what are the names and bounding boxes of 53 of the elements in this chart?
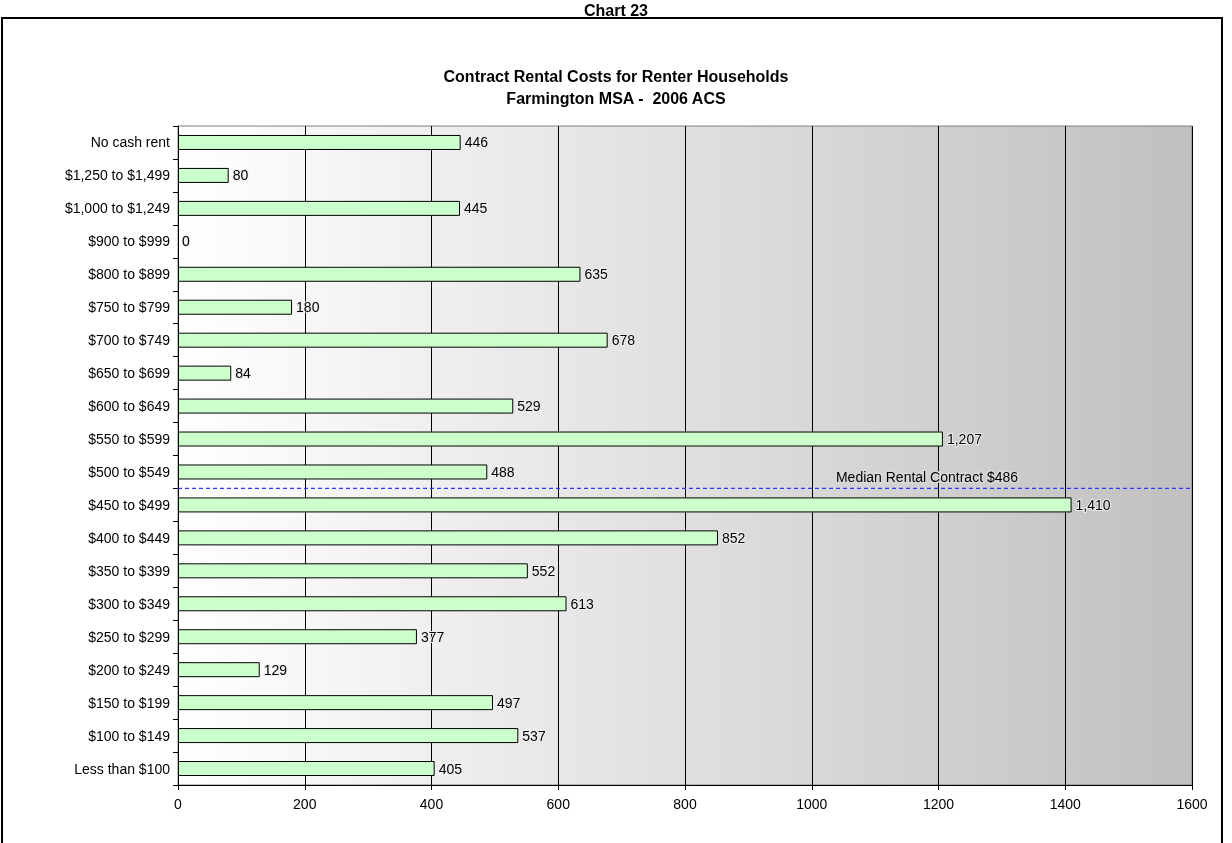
y-tick-label: $700 to $749 [88, 332, 171, 349]
data-label: 1,410 [1075, 496, 1111, 513]
data-label: 678 [611, 332, 636, 349]
x-tick-label: 200 [293, 796, 317, 812]
bar [178, 299, 293, 315]
data-label: 1,207 [946, 431, 983, 448]
y-tick-label: $750 to $799 [88, 299, 171, 316]
y-tick-label: $400 to $449 [88, 529, 171, 546]
y-tick-label: $200 to $249 [88, 661, 171, 678]
y-tick-label: $350 to $399 [88, 562, 171, 579]
data-label: 537 [522, 727, 546, 744]
data-label: 445 [464, 200, 488, 217]
y-tick-label: $100 to $149 [88, 727, 171, 744]
y-tick-label: $250 to $299 [88, 628, 171, 645]
bar [178, 662, 260, 678]
data-label: 613 [570, 595, 595, 612]
x-tick-label: 600 [546, 796, 571, 812]
x-tick-label: 400 [419, 796, 444, 812]
data-label: 0 [182, 233, 190, 250]
y-tick-label: No cash rent [90, 134, 171, 151]
y-tick-label: $500 to $549 [88, 463, 171, 480]
y-tick-label: Less than $100 [74, 760, 171, 777]
x-tick-label: 1000 [796, 796, 828, 812]
y-tick-label: $650 to $699 [88, 365, 171, 382]
data-label: 84 [235, 365, 252, 382]
x-tick-label: 0 [174, 796, 183, 812]
y-tick-label: $450 to $499 [88, 496, 171, 513]
data-label: 405 [438, 760, 463, 777]
data-label: 446 [464, 134, 489, 151]
data-label: 852 [721, 529, 746, 546]
bar [178, 365, 232, 381]
x-tick-label: 1600 [1176, 796, 1208, 812]
y-tick-label: $900 to $999 [88, 233, 171, 250]
y-tick-label: $1,250 to $1,499 [64, 167, 171, 184]
y-tick-label: $600 to $649 [88, 398, 171, 415]
data-label: 552 [531, 562, 556, 579]
y-tick-label: $800 to $899 [88, 266, 171, 283]
x-tick-label: 800 [673, 796, 697, 812]
data-label: 497 [496, 694, 521, 711]
y-tick-label: $300 to $349 [88, 595, 171, 612]
y-tick-label: $150 to $199 [88, 694, 171, 711]
y-tick-label: $1,000 to $1,249 [64, 200, 171, 217]
data-label: 635 [584, 266, 608, 283]
bar [178, 167, 229, 183]
caption: Chart 23 [583, 1, 649, 19]
x-tick-label: 1400 [1049, 796, 1082, 812]
y-tick-label: $550 to $599 [88, 431, 171, 448]
data-label: 488 [491, 463, 515, 480]
data-label: 129 [263, 661, 288, 678]
data-label: 80 [232, 167, 249, 184]
chart-title: Contract Rental Costs for Renter Households Farmington MSA - 2006 ACS [443, 67, 789, 107]
x-tick-label: 1200 [922, 796, 955, 812]
data-label: 529 [517, 398, 541, 415]
